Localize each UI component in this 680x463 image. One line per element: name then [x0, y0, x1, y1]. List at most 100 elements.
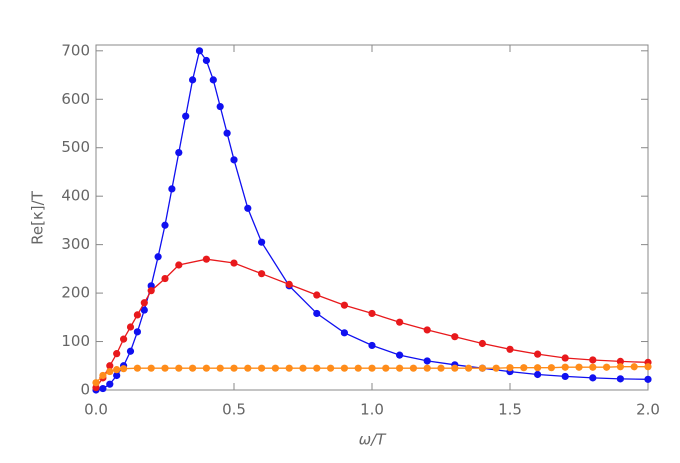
data-point [575, 363, 583, 371]
data-point [147, 364, 155, 372]
data-point [451, 364, 459, 372]
data-point [147, 287, 155, 295]
data-point [154, 253, 162, 261]
data-point [161, 274, 169, 283]
y-tick-label: 0 [80, 381, 90, 399]
data-point [271, 364, 279, 372]
data-point [202, 255, 210, 263]
data-point [368, 364, 376, 372]
data-point [209, 76, 217, 84]
data-point [589, 356, 597, 364]
y-tick-label: 100 [61, 332, 90, 350]
data-point [299, 364, 307, 372]
data-point [244, 364, 252, 372]
data-point [230, 156, 238, 164]
data-point [327, 364, 335, 372]
data-point [616, 363, 625, 371]
data-point [382, 364, 390, 372]
data-point [313, 364, 321, 372]
data-point [534, 364, 542, 372]
data-point [106, 367, 114, 376]
plot-frame [95, 44, 649, 391]
data-point [313, 291, 321, 299]
data-point [175, 261, 183, 269]
data-point [230, 259, 238, 267]
data-point [589, 374, 597, 382]
data-point [451, 333, 459, 341]
data-point [168, 185, 176, 193]
data-point [589, 363, 597, 371]
data-point [189, 76, 197, 84]
data-point [561, 363, 569, 371]
data-point [396, 364, 404, 372]
data-point [258, 270, 266, 278]
data-point [140, 299, 148, 307]
x-axis-label: ω/T [359, 431, 388, 449]
x-tick-label: 1.0 [360, 401, 384, 419]
data-point [202, 56, 210, 65]
data-point [140, 306, 148, 314]
data-point [547, 364, 556, 372]
data-point [478, 339, 486, 348]
data-point [133, 328, 141, 336]
data-point [340, 329, 348, 337]
data-point [223, 129, 231, 137]
data-point [182, 112, 190, 120]
data-point [285, 364, 293, 372]
data-point [161, 221, 169, 229]
data-point [106, 362, 114, 370]
data-point [368, 309, 376, 318]
data-point [113, 350, 121, 358]
data-point [534, 350, 542, 358]
data-point [423, 364, 431, 372]
data-point [161, 364, 169, 372]
y-tick-label: 300 [61, 235, 90, 253]
data-point [230, 364, 238, 372]
series-line [95, 258, 649, 388]
data-point [99, 371, 107, 380]
series-line [95, 49, 649, 391]
data-point [189, 364, 197, 372]
data-point [99, 384, 107, 393]
x-tick-label: 1.5 [498, 401, 522, 419]
data-point [113, 371, 121, 380]
x-tick-label: 0.5 [222, 401, 246, 419]
data-point [340, 301, 348, 309]
data-point [106, 380, 114, 388]
y-axis-label: Re[κ]/T [29, 190, 47, 245]
data-point [120, 335, 128, 343]
data-point [175, 364, 183, 372]
data-point [216, 364, 224, 372]
data-point [396, 351, 404, 359]
data-point [561, 372, 569, 381]
x-tick-label: 2.0 [636, 401, 660, 419]
data-point [313, 309, 321, 318]
y-tick-label: 500 [61, 138, 90, 156]
data-point [354, 364, 362, 372]
y-tick-label: 700 [61, 41, 90, 59]
data-point [423, 326, 431, 334]
y-tick-label: 400 [61, 187, 90, 205]
data-point [126, 347, 135, 355]
data-point [216, 102, 224, 111]
y-tick-label: 600 [61, 90, 90, 108]
data-point [244, 204, 252, 212]
data-point [258, 238, 266, 246]
x-tick-label: 0.0 [84, 401, 108, 419]
data-point [396, 318, 404, 326]
data-point [120, 365, 128, 373]
data-point [630, 363, 638, 371]
data-point [465, 364, 473, 372]
data-point [534, 370, 542, 379]
data-point [340, 364, 348, 372]
data-point [175, 148, 183, 157]
data-point [603, 363, 611, 371]
data-point [133, 364, 141, 372]
data-point [126, 323, 135, 331]
data-point [423, 357, 431, 365]
data-point [409, 364, 417, 372]
y-tick-label: 200 [61, 284, 90, 302]
data-point [561, 354, 569, 362]
data-point [478, 364, 486, 372]
